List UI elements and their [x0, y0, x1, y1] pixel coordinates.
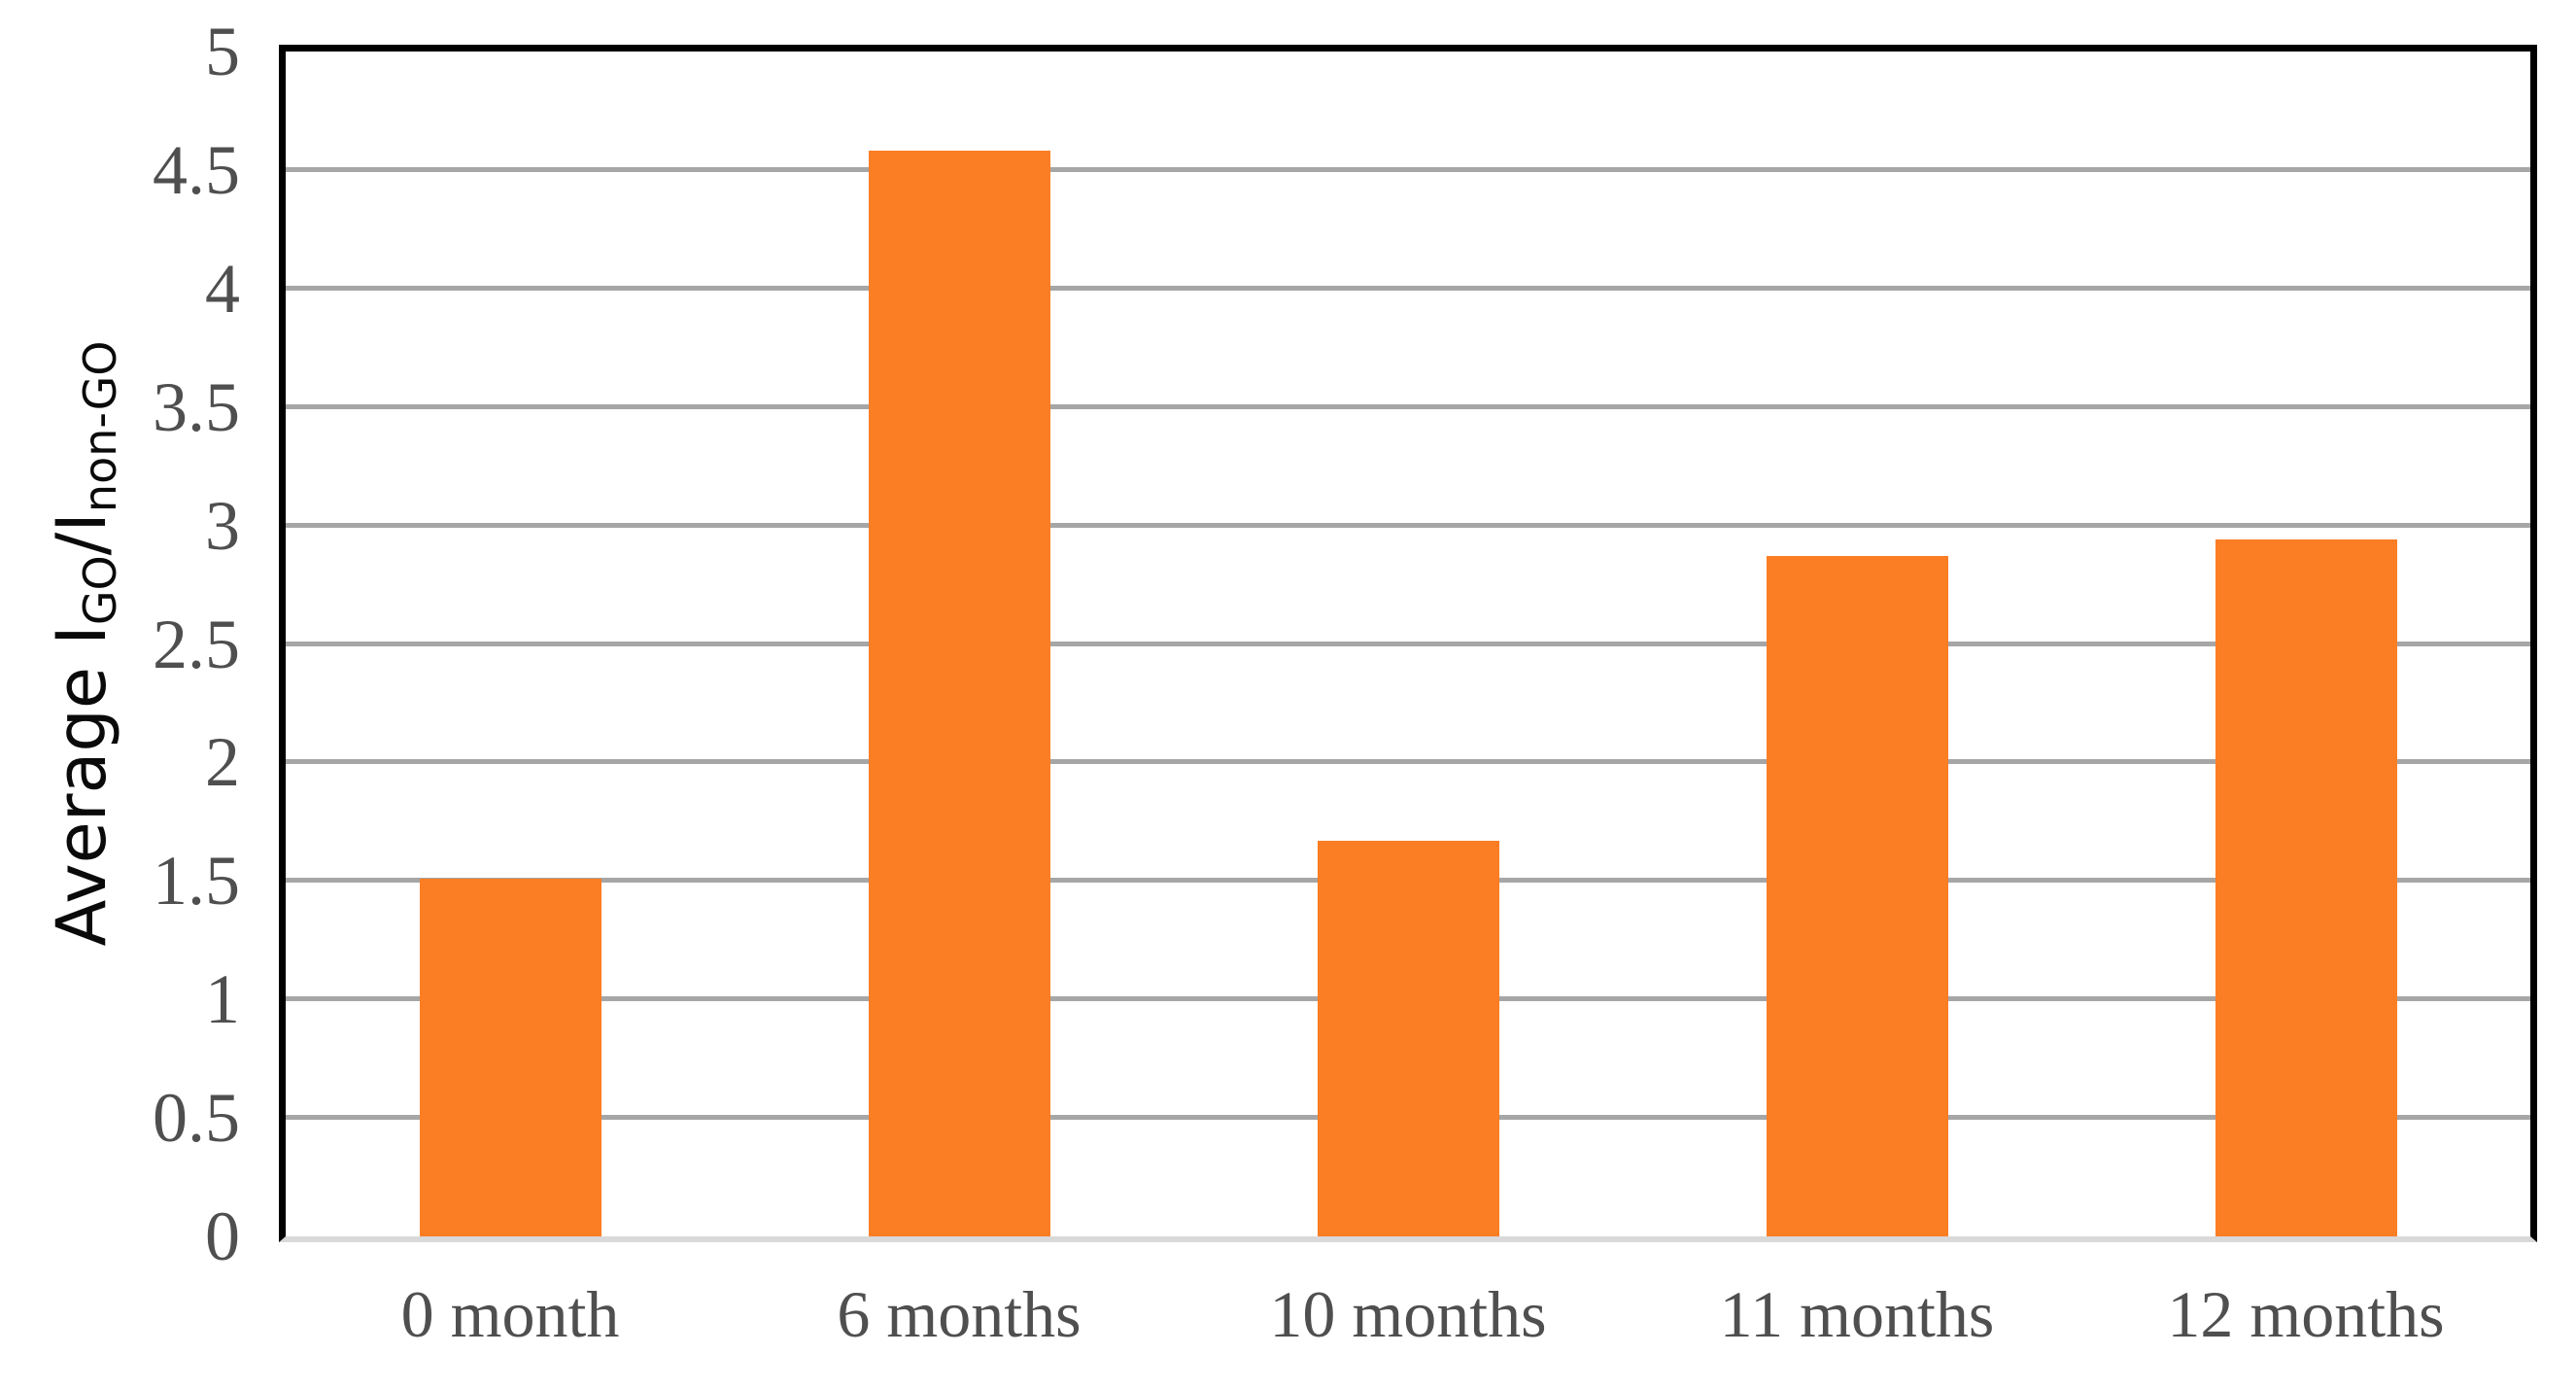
x-label-12-months: 12 months [2167, 1277, 2445, 1351]
gridline-3 [286, 522, 2530, 528]
y-tick-3.5: 3.5 [153, 367, 240, 446]
x-axis-category-labels: 0 month 6 months 10 months 11 months 12 mont… [286, 1275, 2530, 1355]
y-tick-3: 3 [205, 486, 240, 565]
bar-11-months [1766, 556, 1948, 1236]
gridline-2 [286, 759, 2530, 765]
y-tick-5: 5 [205, 13, 240, 90]
x-label-6-months: 6 months [837, 1277, 1082, 1351]
y-tick-1.5: 1.5 [153, 842, 240, 920]
bar-0-month [419, 878, 601, 1236]
y-tick-0.5: 0.5 [153, 1079, 240, 1158]
gridline-4.5 [286, 166, 2530, 172]
bar-12-months [2215, 539, 2397, 1236]
y-tick-1: 1 [205, 960, 240, 1039]
gridline-3.5 [286, 403, 2530, 409]
bar-10-months [1317, 840, 1499, 1236]
x-label-10-months: 10 months [1269, 1277, 1547, 1351]
gridline-2.5 [286, 641, 2530, 646]
plot-area [279, 45, 2537, 1242]
y-axis-tick-labels: 0 0.5 1 1.5 2 2.5 3 3.5 4 4.5 5 [0, 17, 240, 1271]
y-tick-4.5: 4.5 [153, 130, 240, 209]
bars-layer [286, 52, 2530, 1236]
y-tick-0: 0 [205, 1198, 240, 1275]
bar-6-months [868, 151, 1050, 1236]
y-tick-4: 4 [205, 249, 240, 328]
x-label-11-months: 11 months [1719, 1277, 1995, 1351]
y-tick-2.5: 2.5 [153, 605, 240, 683]
gridline-4 [286, 285, 2530, 291]
y-tick-2: 2 [205, 723, 240, 802]
x-label-0-month: 0 month [400, 1277, 620, 1351]
